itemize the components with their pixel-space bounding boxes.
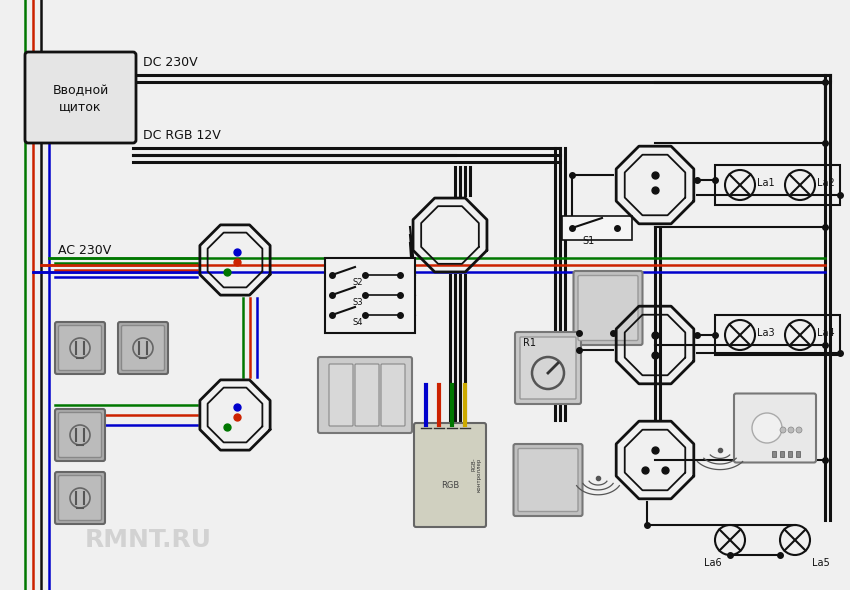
Circle shape [752,413,782,443]
Bar [772,451,776,457]
Text: S3: S3 [353,298,363,307]
Text: S1: S1 [583,236,595,246]
Bar [796,451,800,457]
FancyBboxPatch shape [574,271,643,345]
FancyBboxPatch shape [55,409,105,461]
Text: RGB-
контроллер: RGB- контроллер [471,458,482,492]
FancyBboxPatch shape [55,322,105,374]
Text: RGB: RGB [441,480,459,490]
Text: AC 230V: AC 230V [58,244,111,257]
Bar [788,451,792,457]
Text: DC RGB 12V: DC RGB 12V [143,129,221,142]
Text: щиток: щиток [60,100,102,113]
Text: DC 230V: DC 230V [143,56,197,69]
FancyBboxPatch shape [329,364,353,426]
Circle shape [788,427,794,433]
FancyBboxPatch shape [515,332,581,404]
Bar [325,257,415,333]
FancyBboxPatch shape [318,357,412,433]
Text: R1: R1 [523,338,536,348]
FancyBboxPatch shape [122,326,165,371]
FancyBboxPatch shape [25,52,136,143]
FancyBboxPatch shape [55,472,105,524]
Text: La6: La6 [704,558,722,568]
FancyBboxPatch shape [734,394,816,463]
FancyBboxPatch shape [518,448,578,512]
Text: La5: La5 [812,558,830,568]
FancyBboxPatch shape [59,326,101,371]
Circle shape [796,427,802,433]
FancyBboxPatch shape [355,364,379,426]
FancyBboxPatch shape [59,476,101,520]
Bar [562,216,632,240]
FancyBboxPatch shape [381,364,405,426]
Text: S2: S2 [353,278,363,287]
Bar [780,451,784,457]
Text: S4: S4 [353,318,363,327]
Text: RMNT.RU: RMNT.RU [85,528,212,552]
FancyBboxPatch shape [59,412,101,457]
Text: La4: La4 [817,328,835,338]
FancyBboxPatch shape [513,444,582,516]
Text: La1: La1 [757,178,774,188]
Circle shape [780,427,786,433]
Bar [715,315,840,355]
Bar [715,165,840,205]
FancyBboxPatch shape [578,276,638,340]
FancyBboxPatch shape [118,322,168,374]
Text: La2: La2 [817,178,835,188]
Text: La3: La3 [757,328,774,338]
FancyBboxPatch shape [520,337,576,399]
FancyBboxPatch shape [414,423,486,527]
Text: Вводной: Вводной [53,84,109,97]
